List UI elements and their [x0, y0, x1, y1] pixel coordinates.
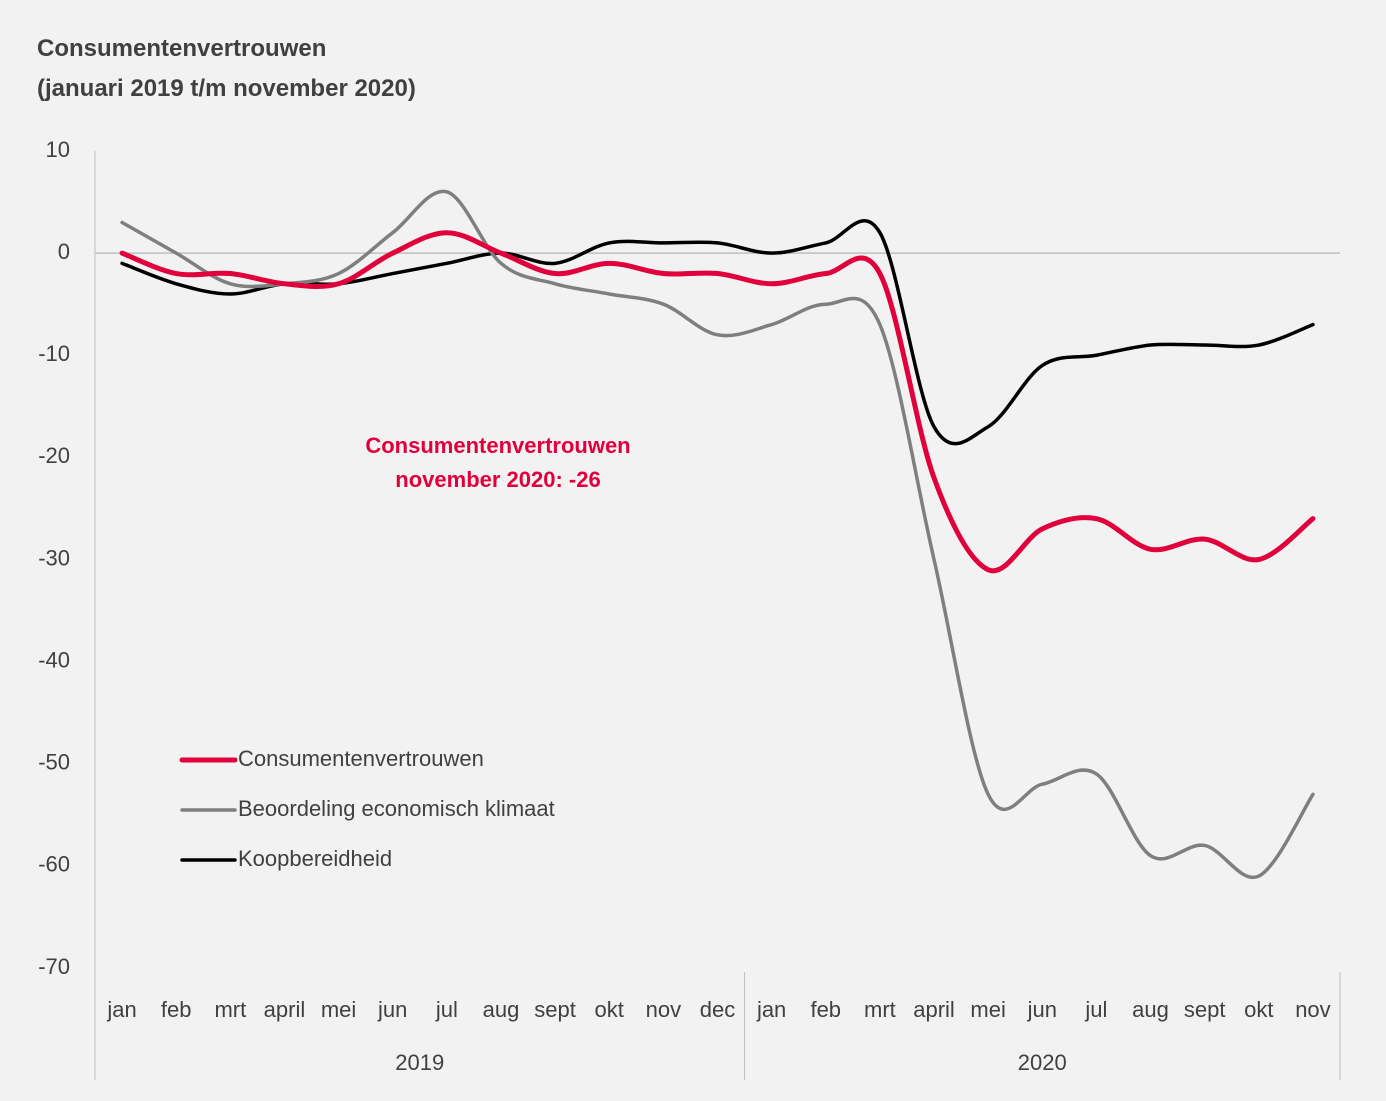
- x-tick-label: jul: [435, 997, 458, 1022]
- x-tick-label: feb: [161, 997, 192, 1022]
- x-tick-label: aug: [483, 997, 520, 1022]
- chart-title: Consumentenvertrouwen: [37, 35, 326, 62]
- x-tick-label: jan: [106, 997, 136, 1022]
- y-tick-label: -10: [38, 341, 70, 366]
- legend-label: Consumentenvertrouwen: [238, 746, 484, 771]
- x-tick-label: april: [913, 997, 955, 1022]
- x-group-label: 2020: [1018, 1050, 1067, 1075]
- x-tick-label: aug: [1132, 997, 1169, 1022]
- x-tick-label: april: [264, 997, 306, 1022]
- x-tick-label: sept: [534, 997, 576, 1022]
- x-tick-label: nov: [1295, 997, 1330, 1022]
- y-tick-label: -30: [38, 545, 70, 570]
- x-tick-label: jul: [1084, 997, 1107, 1022]
- y-tick-label: 0: [58, 239, 70, 264]
- x-tick-label: okt: [595, 997, 624, 1022]
- x-tick-label: jun: [1027, 997, 1057, 1022]
- x-group-label: 2019: [395, 1050, 444, 1075]
- series-line: [120, 189, 1315, 880]
- chart-subtitle: (januari 2019 t/m november 2020): [37, 75, 416, 102]
- x-tick-label: jun: [377, 997, 407, 1022]
- series-line: [119, 230, 1316, 574]
- y-tick-label: -20: [38, 443, 70, 468]
- y-tick-label: -50: [38, 750, 70, 775]
- x-tick-label: sept: [1184, 997, 1226, 1022]
- legend-label: Koopbereidheid: [238, 846, 392, 871]
- x-tick-label: dec: [700, 997, 735, 1022]
- x-tick-label: okt: [1244, 997, 1273, 1022]
- x-tick-label: jan: [756, 997, 786, 1022]
- y-tick-label: 10: [46, 137, 70, 162]
- y-tick-label: -40: [38, 647, 70, 672]
- annotation: Consumentenvertrouwen: [365, 433, 630, 458]
- x-tick-label: mei: [970, 997, 1005, 1022]
- y-tick-label: -70: [38, 954, 70, 979]
- legend-label: Beoordeling economisch klimaat: [238, 796, 555, 821]
- x-tick-label: mrt: [214, 997, 246, 1022]
- x-tick-label: mei: [321, 997, 356, 1022]
- annotation: november 2020: -26: [395, 467, 600, 492]
- y-tick-label: -60: [38, 852, 70, 877]
- x-tick-label: nov: [646, 997, 681, 1022]
- x-tick-label: feb: [810, 997, 841, 1022]
- x-tick-label: mrt: [864, 997, 896, 1022]
